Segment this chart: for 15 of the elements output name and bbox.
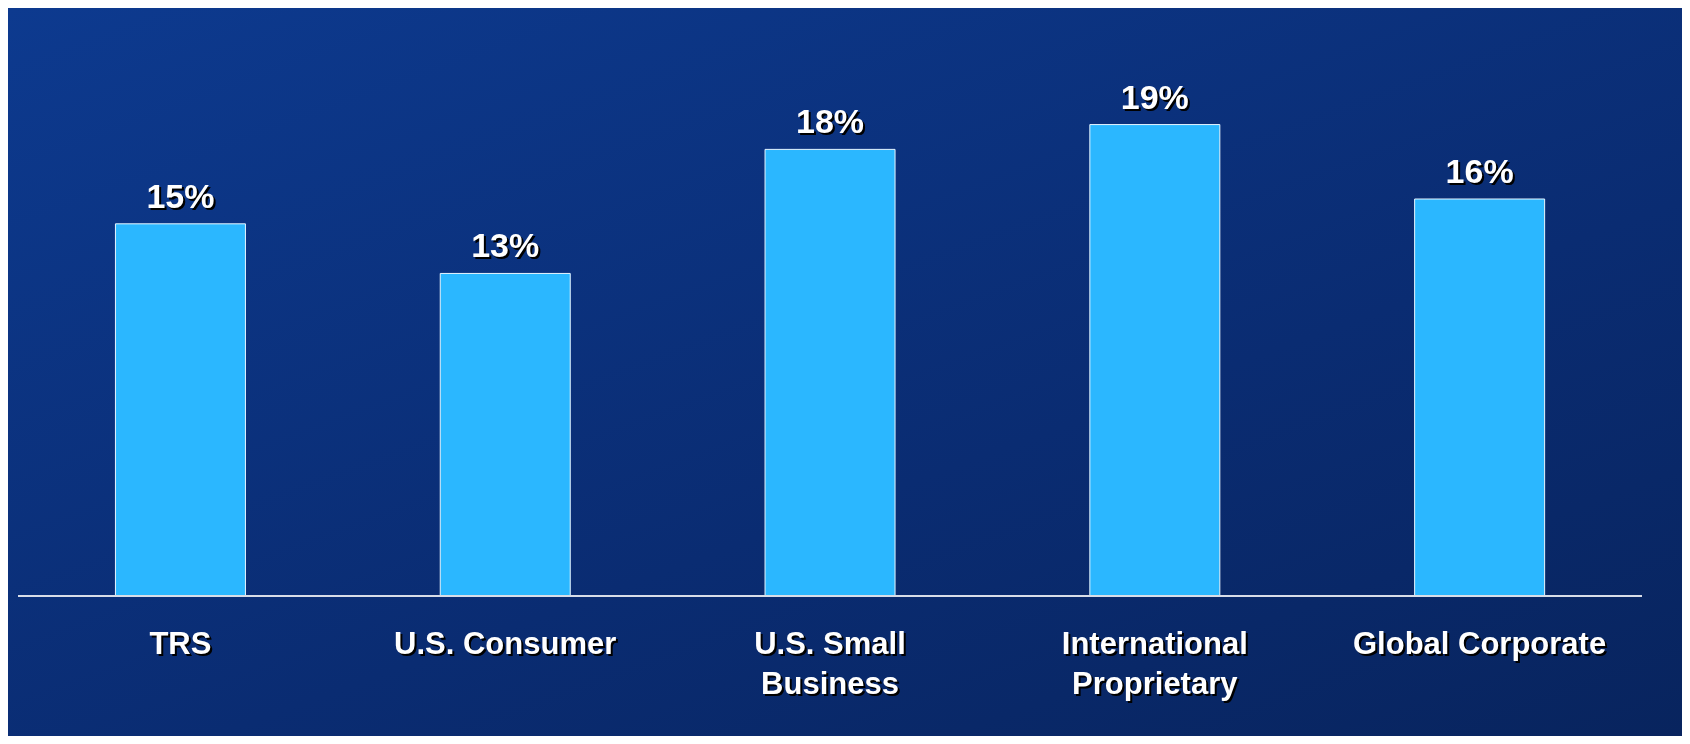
- bar: [114, 223, 246, 597]
- data-label: 19%: [1120, 77, 1189, 116]
- bar: [1414, 198, 1546, 597]
- bar: [764, 148, 896, 597]
- data-label: 13%: [471, 226, 540, 265]
- x-tick-label: U.S. Consumer: [394, 626, 617, 661]
- x-tick-label: Global Corporate: [1353, 626, 1607, 661]
- data-label: 15%: [146, 176, 215, 215]
- x-tick-label: TRS: [149, 626, 212, 661]
- bar: [1089, 124, 1221, 597]
- data-label: 18%: [796, 102, 865, 141]
- x-tick-label: U.S. Small Business: [754, 626, 906, 701]
- bar: [439, 272, 571, 597]
- data-label: 16%: [1445, 152, 1514, 191]
- x-tick-label: International Proprietary: [1061, 626, 1248, 701]
